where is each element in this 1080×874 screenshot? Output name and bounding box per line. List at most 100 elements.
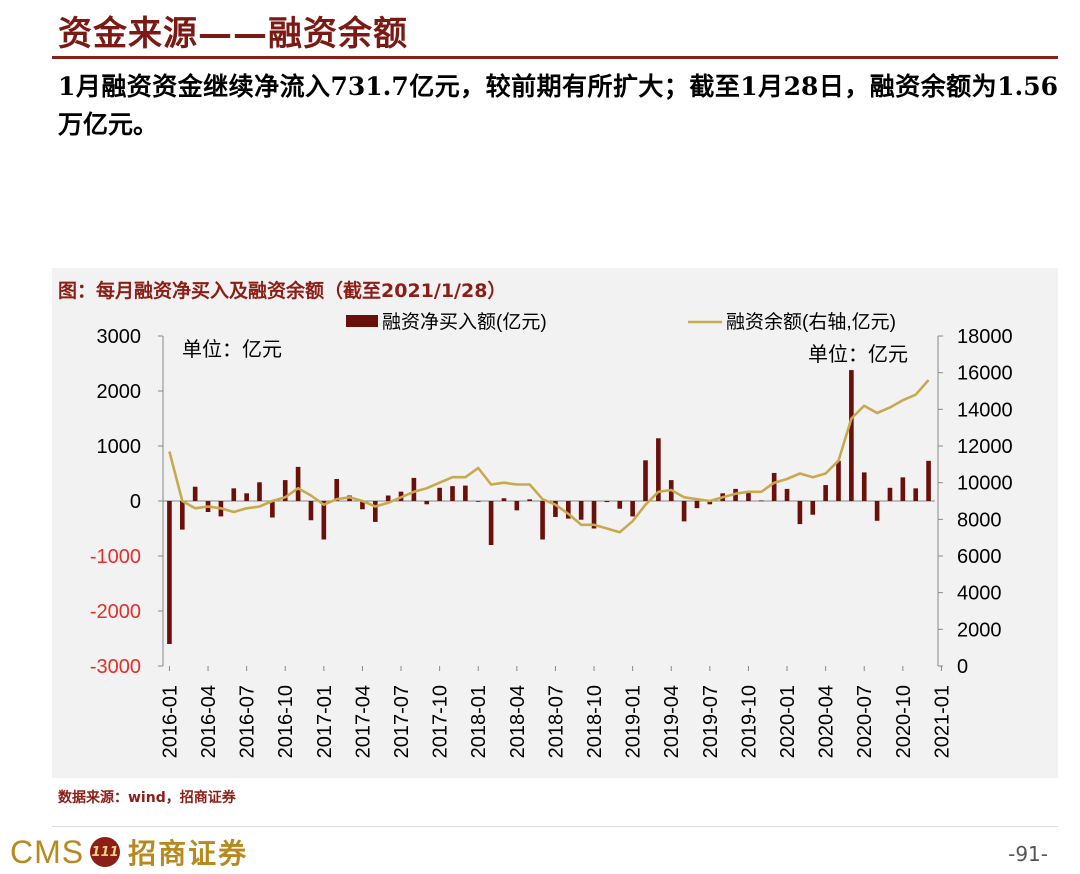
left-tick-label: 1000 — [97, 436, 142, 458]
net-purchase-bar — [707, 501, 713, 505]
net-purchase-bar — [334, 479, 340, 501]
right-tick-label: 18000 — [957, 326, 1013, 348]
x-tick-label: 2020-01 — [777, 685, 799, 758]
x-tick-label: 2017-07 — [391, 685, 413, 758]
x-tick-label: 2020-07 — [854, 685, 876, 758]
right-tick-label: 2000 — [957, 619, 1002, 641]
net-purchase-bar — [758, 500, 764, 502]
cms-logo: CMS 111 招商证券 — [10, 832, 248, 872]
data-source-note: 数据来源：wind，招商证券 — [58, 790, 236, 806]
net-purchase-bar — [527, 499, 533, 501]
logo-company-name: 招商证券 — [128, 837, 249, 870]
net-purchase-bar — [360, 501, 365, 510]
net-purchase-bar — [321, 501, 327, 540]
net-purchase-bar — [681, 501, 687, 522]
x-tick-label: 2017-10 — [430, 685, 452, 758]
legend-bar-swatch — [346, 315, 378, 327]
x-tick-label: 2018-04 — [507, 685, 529, 758]
net-purchase-bar — [823, 485, 828, 501]
net-purchase-bar — [810, 501, 816, 515]
net-purchase-bar — [231, 488, 237, 501]
net-purchase-bar — [913, 488, 919, 501]
x-tick-label: 2021-01 — [931, 685, 953, 758]
x-tick-label: 2016-10 — [275, 685, 297, 758]
x-tick-label: 2016-01 — [159, 685, 181, 758]
net-purchase-bar — [501, 498, 507, 501]
net-purchase-bar — [450, 486, 455, 501]
right-tick-label: 4000 — [957, 583, 1002, 605]
net-purchase-bar — [282, 480, 288, 501]
net-purchase-bar — [192, 486, 198, 501]
net-purchase-bar — [694, 501, 700, 509]
net-purchase-bar — [617, 501, 623, 509]
legend-line-label: 融资余额(右轴,亿元) — [726, 311, 896, 333]
x-tick-label: 2018-10 — [584, 685, 606, 758]
page-number: -91- — [1008, 842, 1048, 866]
left-tick-label: -1000 — [90, 546, 141, 568]
x-tick-label: 2018-01 — [468, 685, 490, 758]
figure-title: 图：每月融资净买入及融资余额（截至2021/1/28） — [58, 280, 507, 302]
right-unit-label: 单位：亿元 — [808, 343, 908, 366]
right-tick-label: 12000 — [957, 436, 1013, 458]
net-purchase-bar — [630, 501, 635, 517]
logo-wordmark: CMS — [10, 833, 85, 870]
right-tick-label: 0 — [957, 656, 968, 678]
net-purchase-bar — [656, 438, 661, 501]
net-purchase-bar — [861, 472, 867, 501]
x-tick-label: 2018-07 — [545, 685, 567, 758]
right-tick-label: 14000 — [957, 399, 1013, 421]
left-tick-label: 2000 — [97, 381, 142, 403]
x-tick-label: 2017-01 — [314, 685, 336, 758]
footer-divider — [52, 826, 1058, 827]
net-purchase-bar — [540, 501, 545, 540]
x-tick-label: 2019-07 — [700, 685, 722, 758]
net-purchase-bar — [874, 501, 880, 521]
x-tick-label: 2016-04 — [198, 685, 220, 758]
x-tick-label: 2020-10 — [893, 685, 915, 758]
logo-badge-icon: 111 — [90, 837, 121, 867]
net-purchase-bar — [179, 501, 185, 530]
net-purchase-bar — [578, 501, 584, 520]
right-tick-label: 10000 — [957, 473, 1013, 495]
x-tick-label: 2020-04 — [816, 685, 838, 758]
x-tick-label: 2016-07 — [237, 685, 259, 758]
net-purchase-bar — [836, 460, 841, 501]
margin-balance-line — [168, 379, 930, 534]
figure-panel — [52, 268, 1058, 778]
net-purchase-bar — [514, 501, 520, 511]
net-purchase-bar — [167, 501, 172, 644]
page-title: 资金来源——融资余额 — [58, 14, 408, 54]
left-tick-label: 0 — [130, 491, 141, 513]
net-purchase-bar — [746, 492, 751, 501]
net-purchase-bar — [308, 501, 314, 521]
left-tick-label: 3000 — [97, 326, 142, 348]
net-purchase-bar — [553, 501, 558, 517]
left-tick-label: -2000 — [90, 601, 141, 623]
net-purchase-bar — [565, 501, 571, 519]
left-unit-label: 单位：亿元 — [182, 338, 282, 361]
net-purchase-bar — [295, 466, 301, 501]
net-purchase-bar — [463, 485, 468, 501]
net-purchase-bar — [643, 460, 648, 501]
net-purchase-bar — [849, 370, 854, 501]
x-tick-label: 2019-04 — [661, 685, 683, 758]
net-purchase-bar — [424, 501, 430, 505]
x-tick-label: 2019-10 — [738, 685, 760, 758]
net-purchase-bar — [475, 501, 481, 502]
x-tick-label: 2019-01 — [623, 685, 645, 758]
right-tick-label: 6000 — [957, 546, 1002, 568]
summary-text: 1月融资资金继续净流入731.7亿元，较前期有所扩大；截至1月28日，融资余额为… — [58, 72, 1058, 139]
net-purchase-bar — [270, 501, 275, 518]
right-tick-label: 16000 — [957, 363, 1013, 385]
x-tick-label: 2017-04 — [352, 685, 374, 758]
title-divider — [52, 56, 1058, 59]
net-purchase-bar — [257, 482, 262, 501]
net-purchase-bar — [411, 477, 417, 501]
net-purchase-bar — [887, 487, 893, 501]
net-purchase-bar — [437, 487, 442, 501]
legend-bar-label: 融资净买入额(亿元) — [382, 311, 547, 333]
net-purchase-bar — [488, 501, 494, 545]
net-purchase-bar — [771, 472, 777, 501]
net-purchase-bar — [797, 501, 803, 525]
